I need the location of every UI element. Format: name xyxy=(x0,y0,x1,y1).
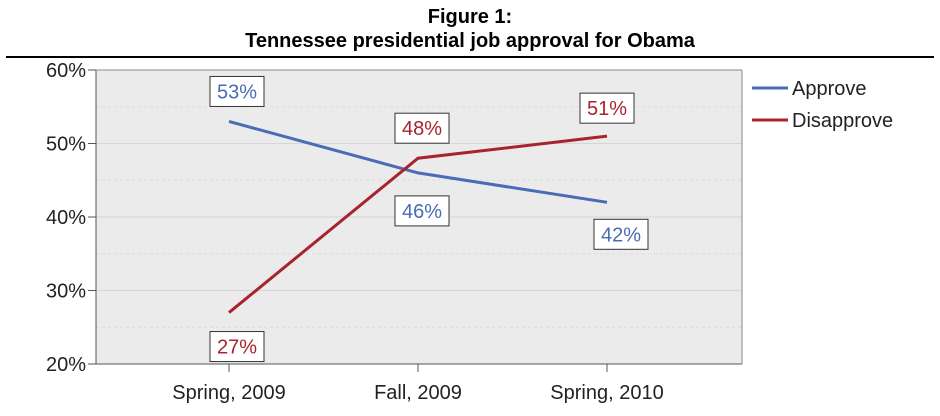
data-label: 51% xyxy=(579,92,635,124)
data-label-text: 53% xyxy=(217,81,257,103)
data-labels: 53% 46% 42% 27% 48% 51% xyxy=(209,75,649,363)
x-tick-label: Fall, 2009 xyxy=(374,382,462,404)
data-label: 27% xyxy=(209,331,265,363)
figure-title-line2: Tennessee presidential job approval for … xyxy=(245,30,695,52)
y-tick-label: 30% xyxy=(46,281,86,303)
data-label: 48% xyxy=(394,112,450,144)
data-label-text: 46% xyxy=(402,201,442,223)
data-label-box xyxy=(209,75,265,107)
y-tick-label: 60% xyxy=(46,60,86,82)
series-line-approve xyxy=(228,120,608,204)
data-label-box xyxy=(579,92,635,124)
title-rule xyxy=(6,56,934,58)
data-label-box xyxy=(209,331,265,363)
legend: Approve Disapprove xyxy=(752,78,893,132)
data-label-box xyxy=(593,218,649,250)
data-label-box xyxy=(394,195,450,227)
data-label-box xyxy=(394,112,450,144)
series-line-disapprove xyxy=(228,134,608,314)
data-label-text: 51% xyxy=(587,98,627,120)
data-label: 42% xyxy=(593,218,649,250)
y-tick-label: 40% xyxy=(46,207,86,229)
axes: 20% 30% 40% 50% 60% Spring, 2009 Fall, 2009 Spr… xyxy=(46,60,743,404)
data-label: 53% xyxy=(209,75,265,107)
data-label-text: 42% xyxy=(601,224,641,246)
x-tick-label: Spring, 2009 xyxy=(172,382,285,404)
legend-label: Approve xyxy=(792,78,867,100)
y-tick-label: 20% xyxy=(46,354,86,376)
data-label: 46% xyxy=(394,195,450,227)
y-tick-label: 50% xyxy=(46,134,86,156)
figure-title-line1: Figure 1: xyxy=(427,6,513,28)
legend-label: Disapprove xyxy=(792,110,893,132)
data-label-text: 27% xyxy=(217,337,257,359)
series-lines xyxy=(228,120,608,314)
data-label-text: 48% xyxy=(402,118,442,140)
x-tick-label: Spring, 2010 xyxy=(550,382,663,404)
